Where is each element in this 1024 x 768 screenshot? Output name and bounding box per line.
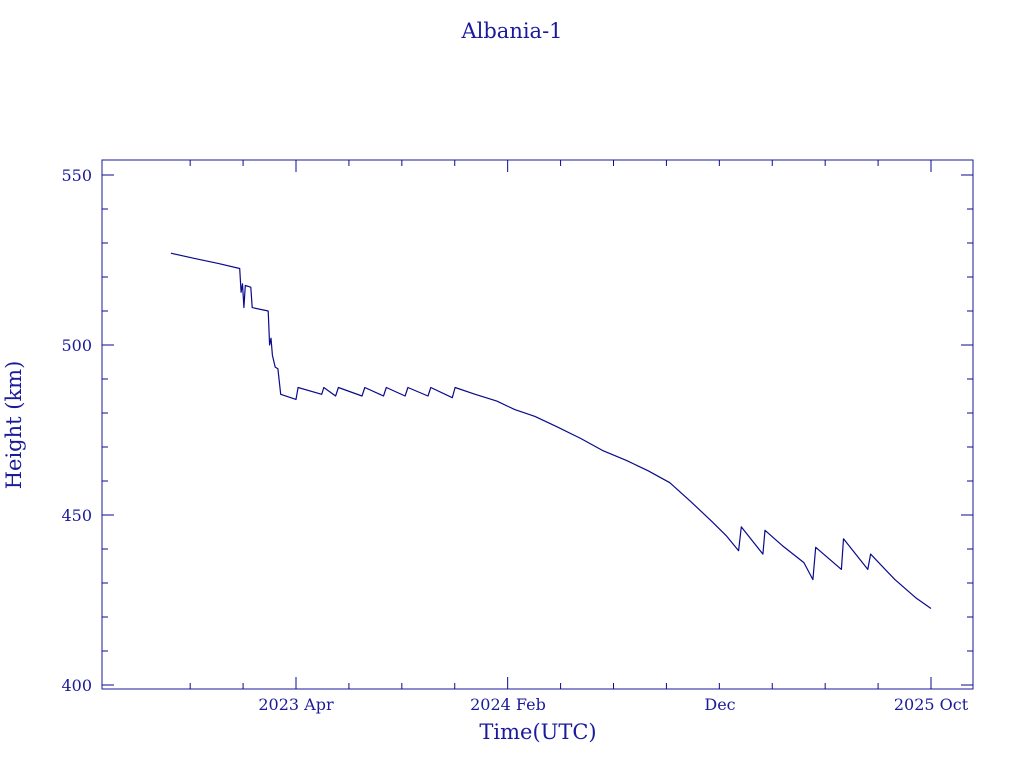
- y-tick-label: 400: [61, 676, 92, 695]
- x-tick-label: 2025 Oct: [894, 695, 969, 714]
- series-line: [170, 252, 932, 609]
- y-tick-label: 500: [61, 336, 92, 355]
- chart-title: Albania-1: [460, 19, 562, 43]
- x-tick-label: Dec: [704, 695, 735, 714]
- x-tick-label: 2023 Apr: [258, 695, 334, 714]
- x-axis-ticks: [189, 160, 932, 689]
- y-tick-label: 550: [61, 166, 92, 185]
- plot-frame: [101, 159, 974, 690]
- y-axis-label: Height (km): [2, 361, 26, 490]
- x-tick-label: 2024 Feb: [470, 695, 546, 714]
- y-tick-label: 450: [61, 506, 92, 525]
- y-axis-ticks: [102, 174, 973, 686]
- x-axis-label: Time(UTC): [479, 720, 596, 744]
